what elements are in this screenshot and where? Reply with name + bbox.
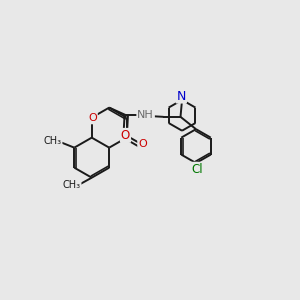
Text: N: N [177, 90, 186, 103]
Text: NH: NH [137, 110, 154, 119]
Text: O: O [138, 139, 147, 149]
Text: Cl: Cl [191, 163, 202, 176]
Text: O: O [88, 113, 97, 123]
Text: O: O [121, 129, 130, 142]
Text: CH₃: CH₃ [44, 136, 62, 146]
Text: CH₃: CH₃ [62, 180, 81, 190]
